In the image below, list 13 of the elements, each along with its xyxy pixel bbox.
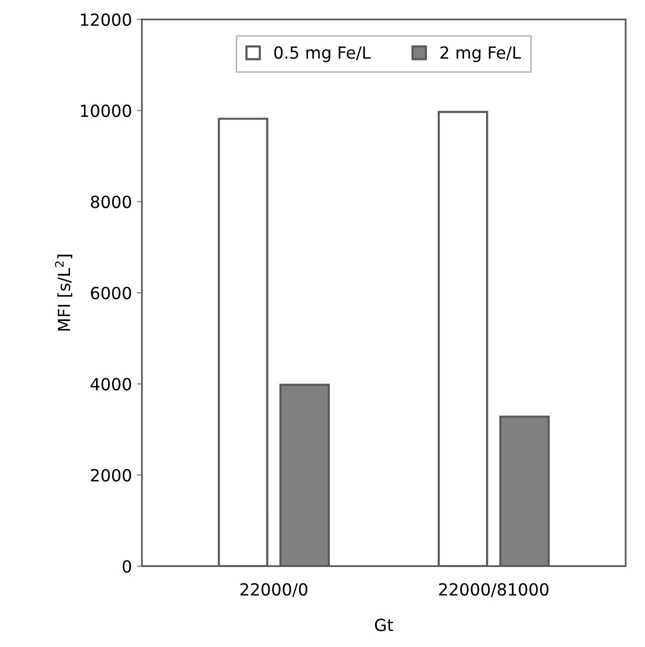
legend-label: 0.5 mg Fe/L xyxy=(274,46,371,62)
x-axis-title: Gt xyxy=(374,618,394,632)
y-tick-label: 2000 xyxy=(90,468,132,482)
x-tick-label: 22000/81000 xyxy=(439,583,548,598)
y-tick-label: 4000 xyxy=(90,378,132,390)
y-tick-label: 8000 xyxy=(90,196,132,208)
x-tick-label: 22000/0 xyxy=(240,583,308,598)
y-tick-label: 10000 xyxy=(80,104,132,118)
y-tick-label: 12000 xyxy=(80,13,132,26)
y-tick-label: 6000 xyxy=(90,286,132,300)
y-axis-title: MFI [s/L$^{2}$] xyxy=(54,254,72,331)
y-tick-label: 0 xyxy=(122,560,132,573)
legend-label: 2 mg Fe/L xyxy=(440,46,521,62)
